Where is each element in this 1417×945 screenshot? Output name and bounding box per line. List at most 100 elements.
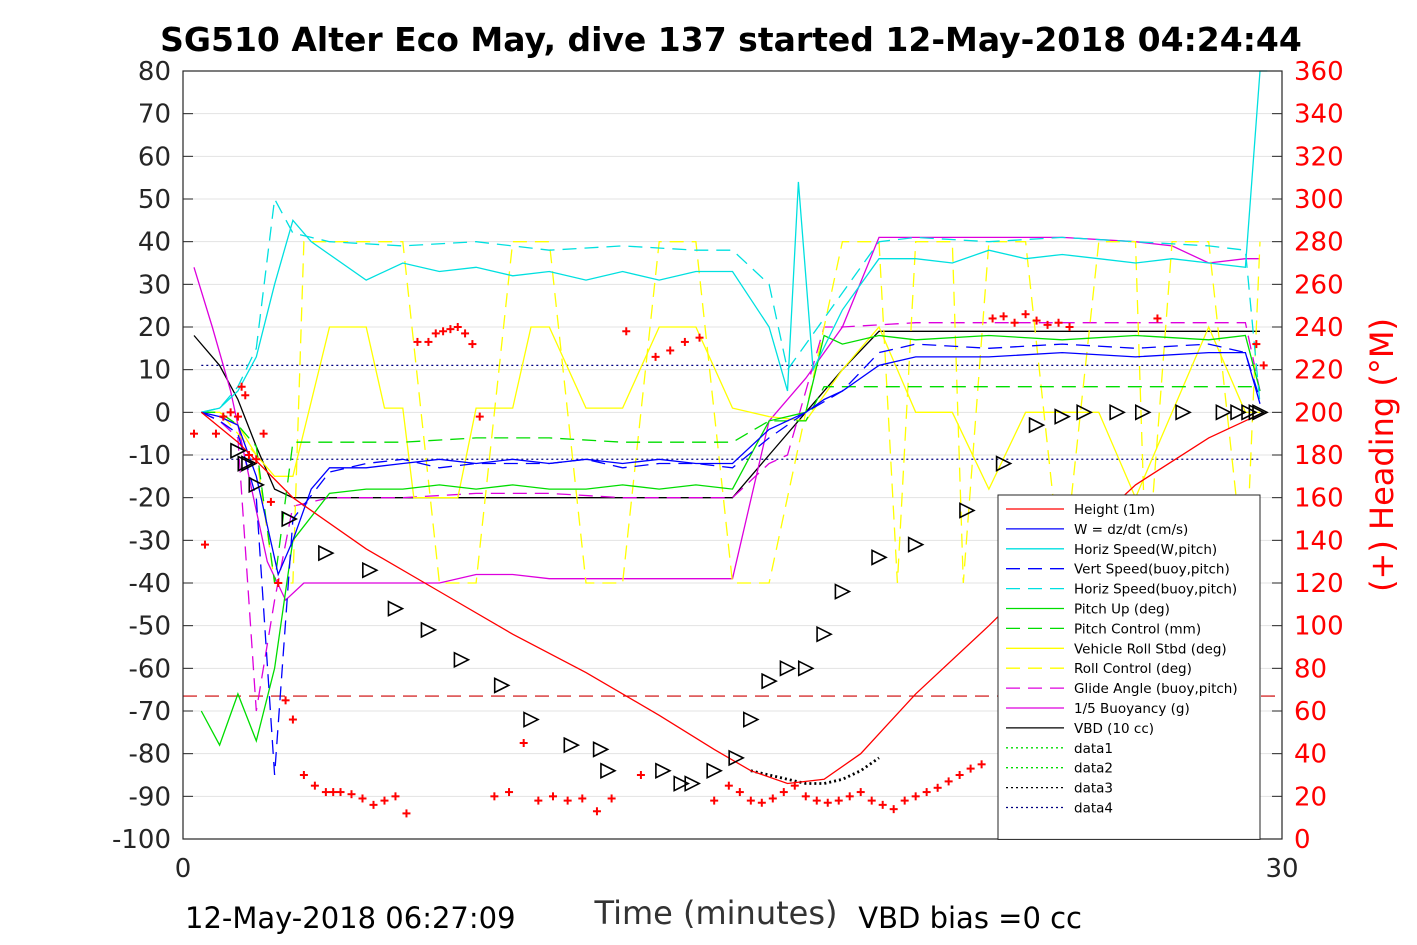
- heading-point: [413, 337, 422, 346]
- heading-point: [1065, 323, 1074, 331]
- triangle-marker: [1175, 404, 1192, 421]
- heading-point: [219, 412, 228, 421]
- heading-point: [446, 325, 455, 334]
- y-tick-label: 20: [138, 313, 171, 343]
- heading-point: [607, 794, 616, 803]
- y-tick-label: -70: [129, 697, 171, 727]
- heading-point: [475, 412, 484, 421]
- legend: Height (1m) W = dz/dt (cm/s) Horiz Speed(W…: [997, 494, 1261, 840]
- triangle-marker: [318, 544, 335, 562]
- y2-tick-label: 160: [1294, 484, 1344, 514]
- triangle-marker: [523, 711, 540, 728]
- triangle-marker: [420, 621, 438, 639]
- heading-point: [1032, 316, 1041, 325]
- series-layer: [183, 70, 1282, 785]
- heading-point: [955, 771, 964, 779]
- y-tick-label: -20: [129, 484, 171, 514]
- heading-point: [779, 788, 788, 797]
- heading-point: [259, 429, 268, 438]
- heading-point: [1054, 318, 1063, 327]
- triangle-marker: [1215, 404, 1233, 421]
- triangle-marker: [600, 762, 617, 780]
- triangle-marker: [1109, 404, 1126, 421]
- triangle-marker: [1076, 404, 1093, 421]
- series-line-horiz-speed-w-pitch: [201, 70, 1268, 413]
- legend-box: [997, 494, 1261, 840]
- footer-timestamp: 12-May-2018 06:27:09: [185, 901, 516, 935]
- heading-point: [710, 796, 719, 805]
- series-line-pitch-control-mm: [201, 386, 1257, 584]
- y-tick-label: 30: [138, 270, 171, 300]
- series-line-horiz-speed-buoy-pitch: [201, 196, 1261, 413]
- heading-point: [274, 579, 283, 587]
- y2-tick-label: 300: [1294, 185, 1344, 215]
- triangle-marker: [816, 625, 833, 643]
- triangle-marker: [362, 561, 379, 579]
- legend-label: Pitch Control (mm): [1074, 621, 1201, 637]
- y2-tick-label: 20: [1294, 782, 1327, 812]
- y-tick-label: 70: [138, 100, 171, 130]
- heading-point: [534, 796, 543, 805]
- triangle-marker: [655, 762, 672, 780]
- legend-label: Vehicle Roll Stbd (deg): [1074, 641, 1227, 657]
- heading-point: [548, 792, 557, 801]
- heading-point: [1043, 320, 1052, 329]
- legend-label: Vert Speed(buoy,pitch): [1074, 562, 1230, 578]
- heading-point: [402, 809, 411, 818]
- y2-tick-label: 120: [1294, 569, 1344, 599]
- triangle-marker: [1230, 404, 1247, 421]
- y-tick-label: -60: [129, 654, 171, 684]
- triangle-marker: [761, 672, 778, 690]
- heading-point: [189, 429, 198, 438]
- triangle-marker: [728, 749, 745, 767]
- legend-label: data2: [1074, 761, 1113, 777]
- heading-point: [321, 788, 330, 797]
- heading-point: [867, 796, 876, 805]
- y2-tick-label: 360: [1294, 57, 1344, 87]
- heading-point: [801, 792, 810, 801]
- heading-point: [889, 805, 898, 814]
- series-line-roll-control-deg: [201, 241, 1261, 584]
- triangle-marker: [834, 583, 852, 600]
- heading-point: [505, 788, 514, 797]
- heading-point: [757, 798, 766, 807]
- triangle-marker: [743, 711, 760, 728]
- heading-point: [347, 790, 356, 799]
- heading-point: [211, 429, 220, 438]
- heading-point: [856, 788, 865, 797]
- y-tick-label: -80: [129, 740, 171, 770]
- y2-tick-label: 180: [1294, 441, 1344, 471]
- y2-tick-label: 260: [1294, 270, 1344, 300]
- triangle-marker: [779, 660, 797, 677]
- triangle-marker: [493, 677, 511, 694]
- y-tick-label: 80: [138, 57, 171, 87]
- y2-tick-label: 100: [1294, 612, 1344, 642]
- legend-label: Pitch Up (deg): [1074, 602, 1170, 618]
- y-tick-label: -100: [112, 825, 171, 855]
- series-line-data3: [750, 756, 880, 785]
- heading-point: [695, 333, 704, 342]
- y-tick-label: 40: [138, 228, 171, 258]
- y-tick-label: 0: [154, 398, 171, 428]
- y2-tick-label: 200: [1294, 398, 1344, 428]
- triangle-marker: [871, 549, 888, 566]
- triangle-marker: [684, 775, 701, 792]
- heading-point: [380, 796, 389, 805]
- heading-point: [1153, 314, 1162, 323]
- series-line-w-dz-dt-cm-s: [201, 351, 1261, 577]
- heading-point: [944, 777, 953, 786]
- heading-point: [933, 783, 942, 792]
- triangle-marker: [1248, 404, 1266, 421]
- y-tick-label: 10: [138, 356, 171, 386]
- heading-point: [431, 329, 440, 338]
- heading-point: [226, 408, 235, 417]
- y2-tick-label: 220: [1294, 356, 1344, 386]
- triangle-marker: [281, 510, 299, 528]
- legend-label: Height (1m): [1074, 502, 1155, 518]
- y2-tick-label: 240: [1294, 313, 1344, 343]
- heading-point: [358, 794, 367, 803]
- y-tick-label: -40: [129, 569, 171, 599]
- heading-point: [391, 792, 400, 801]
- heading-point: [735, 788, 744, 797]
